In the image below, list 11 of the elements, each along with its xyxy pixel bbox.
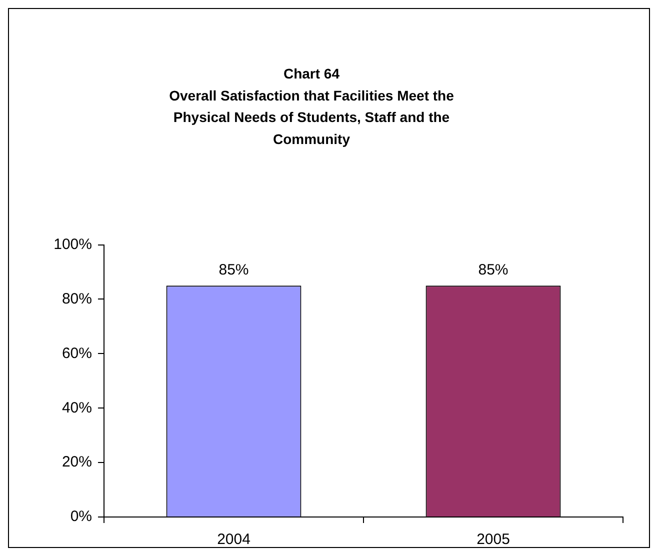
x-tick-label: 2004 bbox=[217, 531, 250, 548]
y-tick-label: 40% bbox=[62, 399, 92, 416]
y-tick-label: 80% bbox=[62, 290, 92, 308]
y-tick-label: 0% bbox=[70, 508, 92, 526]
y-tick-label: 100% bbox=[54, 236, 92, 253]
chart-title: Chart 64 Overall Satisfaction that Facilities Meet the Physical Needs of Students, Staff and the Community bbox=[169, 66, 454, 147]
y-tick-label: 20% bbox=[62, 454, 92, 471]
data-label: 85% bbox=[478, 261, 508, 278]
data-label: 85% bbox=[218, 261, 249, 278]
x-tick-label: 2005 bbox=[476, 531, 510, 548]
y-tick-label: 60% bbox=[62, 344, 92, 362]
